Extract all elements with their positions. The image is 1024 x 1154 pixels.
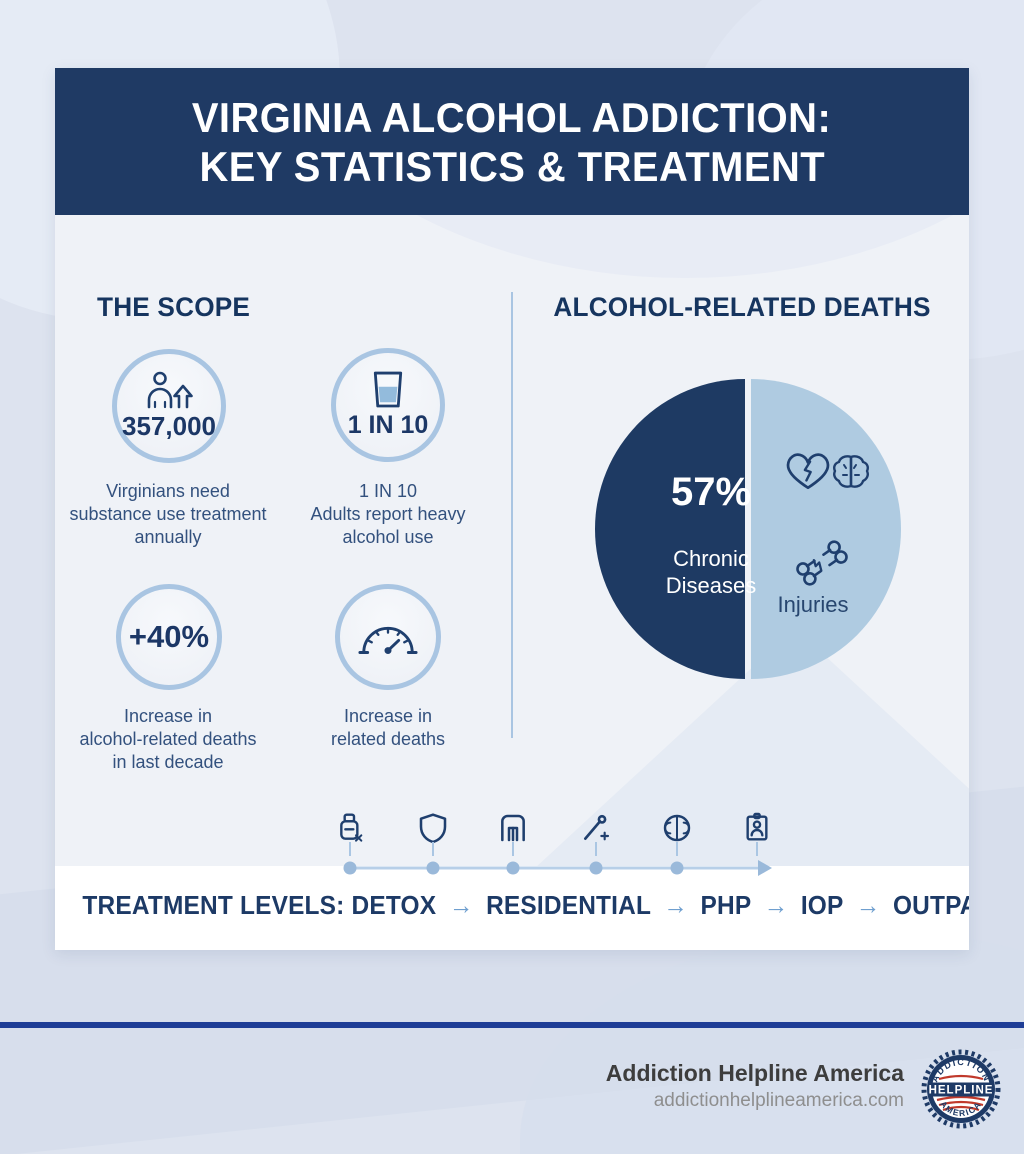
caption-line: Virginians need — [106, 481, 230, 501]
arrow-icon: → — [763, 890, 789, 920]
stat-value: 357,000 — [122, 410, 216, 441]
treatment-level-residential: RESIDENTIAL — [486, 890, 651, 920]
caption-line: alcohol use — [342, 527, 434, 547]
pie-label-line: Chronic — [673, 546, 749, 571]
pie-slice-chronic — [595, 379, 745, 679]
treatment-levels-text: TREATMENT LEVELS: DETOX → RESIDENTIAL → … — [82, 890, 969, 921]
stat-circle-heavy-use: 1 IN 10 — [331, 348, 445, 462]
pie-chronic-label-text: Chronic Diseases — [641, 545, 781, 599]
stat-circle-related-deaths — [335, 584, 441, 690]
page-title-line1: VIRGINIA ALCOHOL ADDICTION: — [192, 93, 832, 141]
treatment-timeline — [343, 842, 772, 876]
section-divider — [511, 292, 513, 738]
broken-bone-icon — [796, 540, 848, 586]
treatment-band — [55, 866, 969, 950]
treatment-level-iop: IOP — [800, 890, 844, 920]
caption-line: alcohol-related deaths — [79, 729, 257, 749]
alcohol-deaths-pie-chart: 57% Chronic Diseases — [593, 374, 903, 684]
brain-icon — [833, 455, 869, 488]
scope-heading: THE SCOPE — [97, 292, 251, 322]
caption-line: Increase in — [123, 706, 213, 726]
treatment-level-php: PHP — [700, 890, 751, 920]
brand-name: Addiction Helpline America — [605, 1060, 904, 1086]
residential-icon — [501, 814, 525, 842]
badge-middle-text: HELPLINE — [929, 1085, 994, 1097]
brain-icon — [663, 814, 691, 842]
stat-caption: Virginians need substance use treatment … — [58, 480, 278, 549]
brand-badge-logo: ADDICTION AMERICA HELPLINE — [921, 1049, 1001, 1129]
stat-value: +40% — [128, 619, 210, 654]
title-banner: VIRGINIA ALCOHOL ADDICTION: KEY STATISTI… — [55, 68, 969, 215]
arrow-icon: → — [663, 890, 688, 920]
broken-heart-icon — [786, 453, 830, 490]
pie-svg — [595, 379, 901, 679]
brand-website: addictionhelplineamerica.com — [653, 1090, 904, 1111]
arrow-icon: → — [448, 890, 474, 920]
stat-caption: 1 IN 10 Adults report heavy alcohol use — [282, 480, 494, 549]
page-title-line2: KEY STATISTICS & TREATMENT — [199, 142, 825, 190]
pie-slice-injuries — [751, 379, 901, 679]
stat-circle-virginians: 357,000 — [112, 349, 226, 463]
outpatient-icon — [746, 812, 768, 841]
person-growth-icon — [147, 371, 193, 408]
therapy-icon — [584, 814, 610, 841]
pie-percentage: 57% — [670, 470, 752, 514]
pie-injuries-label: Injuries — [777, 592, 849, 617]
infographic-card: VIRGINIA ALCOHOL ADDICTION: KEY STATISTI… — [55, 68, 969, 950]
pie-injuries-label-wrap: Injuries — [753, 592, 873, 618]
caption-line: annually — [134, 527, 202, 547]
footer-divider — [0, 1022, 1024, 1028]
caption-line: substance use treatment — [69, 504, 267, 524]
caption-line: Increase in — [343, 706, 433, 726]
caption-line: related deaths — [330, 729, 446, 749]
stat-caption: Increase in alcohol-related deaths in la… — [58, 705, 278, 774]
pie-chronic-labels: 57% — [641, 470, 781, 515]
caption-line: 1 IN 10 — [358, 481, 418, 501]
caption-line: Adults report heavy — [310, 504, 466, 524]
treatment-level-outpatient: OUTPATEINT — [892, 890, 969, 920]
stat-caption: Increase in related deaths — [282, 705, 494, 751]
treatment-prefix: TREATMENT LEVELS: — [82, 890, 345, 920]
detox-icon — [340, 813, 363, 842]
stat-value: 1 IN 10 — [347, 411, 429, 439]
deaths-heading: ALCOHOL-RELATED DEATHS — [553, 292, 931, 322]
stat-circle-deaths-increase: +40% — [116, 584, 222, 690]
gauge-icon — [358, 626, 418, 655]
treatment-level-detox: DETOX — [351, 890, 437, 920]
glass-icon — [373, 371, 403, 408]
pie-label-line: Diseases — [665, 573, 757, 598]
arrow-icon: → — [855, 890, 881, 920]
caption-line: in last decade — [112, 752, 224, 772]
